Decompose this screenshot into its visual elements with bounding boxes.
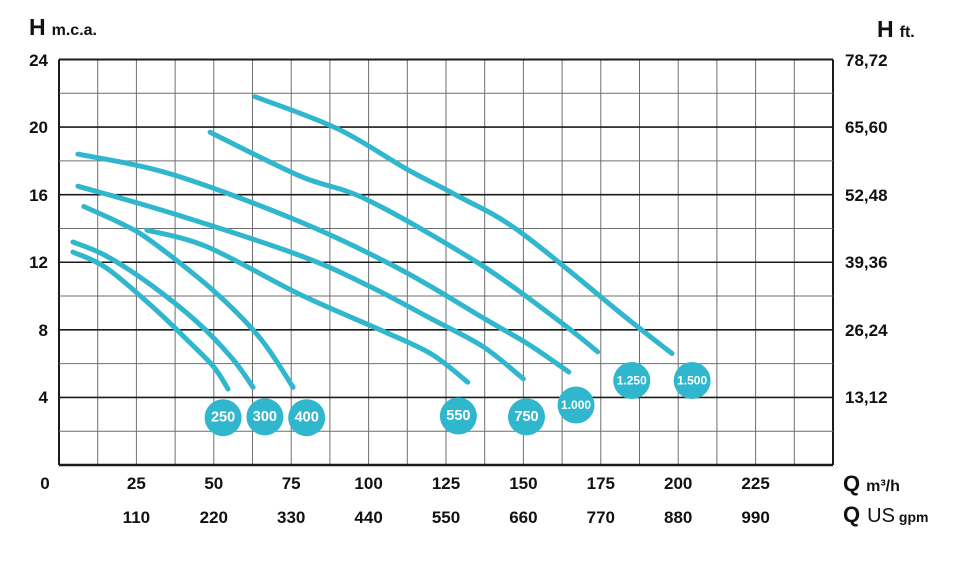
pump-curve-300 [70,239,256,390]
curve-label-bubble-1.250: 1.250 [613,362,651,400]
curve-label-text: 1.500 [677,374,707,388]
y-axis-right-tick-65,60: 65,60 [845,118,888,138]
x-axis-m3h-tick-25: 25 [126,474,146,493]
right-axis-symbol: H [877,16,894,42]
pump-curve-1.250 [207,129,601,355]
y-axis-right-tick-78,72: 78,72 [845,50,888,70]
y-axis-left-tick-8: 8 [38,320,48,340]
x-axis-m3h-tick-175: 175 [586,474,615,493]
pump-curve-250 [70,249,231,392]
right-axis-unit: ft. [899,24,915,41]
curve-label-text: 400 [295,410,319,426]
curve-label-bubble-550: 550 [439,397,477,435]
curve-label-bubble-1.000: 1.000 [557,386,595,424]
pump-curve-1.000 [75,151,572,375]
curve-label-text: 300 [253,409,277,425]
bottom-secondary-unit-small: gpm [898,509,929,525]
y-axis-left-tick-12: 12 [29,253,48,273]
x-axis-usgpm-tick-660: 660 [509,508,538,527]
y-axis-left-tick-4: 4 [38,388,48,408]
curve-label-text: 550 [446,408,470,424]
pump-curve-1.500 [252,94,675,356]
x-axis-usgpm-tick-990: 990 [741,508,770,527]
x-axis-usgpm-tick-330: 330 [277,508,306,527]
curve-label-bubble-1.500: 1.500 [673,362,711,400]
x-axis-usgpm-tick-220: 220 [199,508,228,527]
curve-label-bubble-250: 250 [204,399,242,437]
y-axis-right-tick-13,12: 13,12 [845,388,888,408]
bottom-secondary-axis-title: Q US gpm [843,502,928,528]
x-axis-usgpm-tick-770: 770 [586,508,615,527]
left-axis-symbol: H [29,14,46,40]
x-axis-m3h-tick-225: 225 [741,474,770,493]
x-axis-usgpm-tick-880: 880 [664,508,693,527]
x-axis-m3h-tick-50: 50 [204,474,224,493]
curve-label-text: 750 [514,409,538,425]
curve-label-text: 1.000 [561,398,591,412]
bottom-primary-symbol: Q [843,471,861,496]
pump-curve-400 [81,204,296,390]
y-axis-right-tick-52,48: 52,48 [845,185,888,205]
bottom-secondary-unit-big: US [867,505,895,527]
x-axis-usgpm-tick-110: 110 [122,508,151,527]
x-axis-m3h-tick-150: 150 [509,474,538,493]
curve-label-text: 1.250 [617,374,647,388]
curve-label-text: 250 [211,410,235,426]
x-axis-m3h-tick-0: 0 [40,474,50,493]
y-axis-right-tick-39,36: 39,36 [845,253,888,273]
y-axis-left-tick-20: 20 [29,118,48,138]
x-axis-m3h-tick-200: 200 [664,474,693,493]
x-axis-m3h-tick-100: 100 [354,474,383,493]
x-axis-usgpm-tick-550: 550 [431,508,461,527]
x-axis-m3h-tick-125: 125 [431,474,461,493]
pump-curve-550 [144,227,471,385]
x-axis-usgpm-tick-440: 440 [354,508,383,527]
bottom-secondary-symbol: Q [843,502,861,527]
curve-label-bubble-750: 750 [507,398,545,436]
y-axis-left-tick-16: 16 [29,185,48,205]
x-axis-m3h-tick-75: 75 [281,474,301,493]
left-axis-unit: m.c.a. [51,22,97,39]
bottom-primary-unit: m³/h [866,478,900,495]
pump-curve-750 [75,183,526,382]
curve-label-bubble-300: 300 [246,398,284,436]
y-axis-right-tick-26,24: 26,24 [845,320,888,340]
curve-label-bubble-400: 400 [288,399,326,437]
y-axis-left-tick-24: 24 [29,50,48,70]
